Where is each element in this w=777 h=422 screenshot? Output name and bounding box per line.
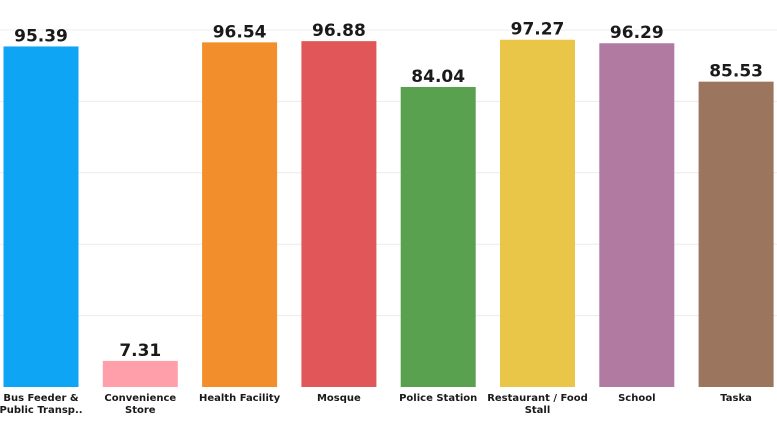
category-label: School <box>618 393 655 404</box>
data-label: 95.39 <box>14 26 68 46</box>
category-label: Health Facility <box>199 393 281 404</box>
category-label: Convenience Store <box>104 393 176 416</box>
bars <box>3 39 774 388</box>
bar <box>202 42 278 387</box>
bar <box>301 41 377 388</box>
value-labels: 95.39 7.31 96.54 96.88 84.04 97.27 96.29 85.53 <box>14 20 763 361</box>
category-labels: Bus Feeder & Public Transp.. Convenience St… <box>0 393 752 416</box>
data-label: 7.31 <box>119 341 161 361</box>
data-label: 97.27 <box>511 20 565 40</box>
category-label: Mosque <box>317 393 361 404</box>
category-label: Taska <box>720 393 752 404</box>
category-label: Restaurant / Food Stall <box>487 393 588 416</box>
data-label: 84.04 <box>411 67 465 87</box>
data-label: 85.53 <box>709 62 763 82</box>
bar <box>102 360 178 387</box>
data-label: 96.54 <box>213 22 267 42</box>
category-label: Bus Feeder & Public Transp.. <box>0 393 83 416</box>
bar <box>599 43 675 388</box>
bar <box>3 46 79 387</box>
bar <box>400 86 476 387</box>
bar <box>698 81 774 387</box>
data-label: 96.29 <box>610 23 664 43</box>
bar <box>500 39 575 388</box>
category-label: Police Station <box>399 393 477 404</box>
data-label: 96.88 <box>312 21 366 41</box>
